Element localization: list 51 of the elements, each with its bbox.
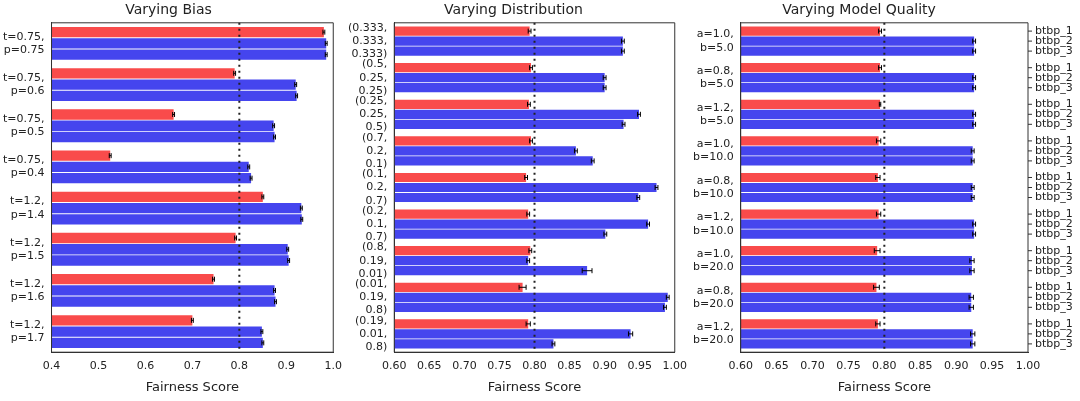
x-tick-label: 0.7	[183, 358, 202, 372]
x-tick-label: 0.65	[764, 358, 789, 372]
y-tick-label: a=1.2, b=20.0	[692, 320, 734, 347]
y-tick-label: t=1.2, p=1.7	[9, 317, 45, 345]
x-tick-label: 0.9	[277, 358, 296, 372]
x-tick-label: 0.75	[836, 358, 861, 372]
y-tick-label: t=1.2, p=1.6	[9, 276, 45, 303]
y-tick-label: a=0.8, b=5.0	[696, 63, 734, 91]
y-tick-label: a=0.8, b=10.0	[692, 173, 734, 200]
text: btbp_1	[1035, 280, 1073, 294]
x-tick-label: 1.00	[1015, 358, 1041, 372]
y-tick-label: a=0.8, b=20.0	[692, 283, 734, 310]
x-tick-label: 0.95	[979, 358, 1005, 372]
y-tick-label: a=1.0, b=5.0	[696, 27, 734, 54]
y-tick-label: t=0.75, p=0.5	[2, 112, 45, 139]
x-tick-label: 0.90	[592, 358, 617, 372]
x-tick-label: 1.0	[324, 358, 342, 372]
y-tick-label: a=1.0, b=20.0	[692, 246, 734, 274]
x-tick-label: 0.75	[487, 358, 512, 372]
x-tick-label: 0.6	[136, 358, 155, 372]
x-tick-label: 0.8	[230, 358, 249, 372]
y-tick-label: a=1.2, b=10.0	[692, 210, 734, 237]
x-tick-label: 0.4	[42, 358, 61, 372]
x-tick-label: 0.70	[452, 358, 477, 372]
x-tick-label: 0.80	[872, 358, 897, 372]
x-tick-label: 0.60	[382, 358, 407, 372]
chart-title: Varying Bias	[125, 1, 212, 18]
chart-title: Varying Distribution	[444, 1, 583, 18]
y-tick-label: t=1.2, p=1.5	[9, 235, 45, 262]
x-tick-label: 0.85	[908, 358, 933, 372]
y-tick-label: a=1.2, b=5.0	[696, 100, 734, 127]
x-tick-label: 0.85	[557, 358, 582, 372]
x-tick-label: 0.80	[522, 358, 547, 372]
x-axis-title: Fairness Score	[487, 378, 582, 394]
y-tick-label: t=0.75, p=0.4	[2, 153, 45, 180]
x-axis-title: Fairness Score	[837, 378, 931, 394]
x-axis-title: Fairness Score	[145, 378, 240, 394]
x-tick-label: 0.5	[89, 358, 108, 372]
x-tick-label: 0.65	[417, 358, 442, 372]
y-tick-label: a=1.0, b=10.0	[692, 137, 734, 164]
x-tick-label: 0.90	[943, 358, 969, 372]
y-tick-label: t=0.75, p=0.75	[2, 29, 45, 56]
x-tick-label: 1.00	[662, 358, 687, 372]
text: btbp_1	[1035, 97, 1073, 111]
x-tick-label: 0.60	[728, 358, 753, 372]
y-tick-label: t=0.75, p=0.6	[2, 70, 45, 98]
chart-title: Varying Model Quality	[782, 1, 936, 18]
text: btbp_1	[1035, 170, 1073, 184]
x-tick-label: 0.70	[800, 358, 825, 372]
x-tick-label: 0.95	[627, 358, 652, 372]
y-tick-label: t=1.2, p=1.4	[9, 194, 45, 221]
